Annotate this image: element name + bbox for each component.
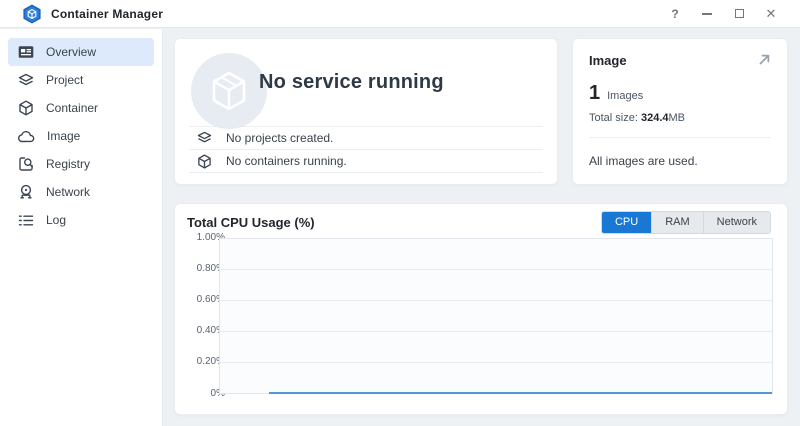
status-row-text: No projects created. [226,131,334,145]
service-status-header: No service running [175,39,557,129]
container-icon [198,153,211,169]
tab-cpu[interactable]: CPU [601,211,652,233]
image-card-title: Image [589,53,627,68]
maximize-icon[interactable] [732,7,746,21]
help-icon[interactable]: ? [671,6,679,21]
container-icon [19,100,33,116]
gridline [220,269,772,270]
sidebar-item-label: Overview [46,45,97,59]
sidebar-item-label: Image [47,129,81,143]
gridline [220,300,772,301]
total-size-value: 324.4 [640,112,669,124]
gridline [220,362,772,363]
y-tick-label: 0% [210,388,225,399]
sidebar-item-label: Registry [46,157,91,171]
network-icon [20,184,32,199]
sidebar-item-label: Container [46,101,99,115]
sidebar-item-network[interactable]: Network [8,178,154,206]
sidebar-item-container[interactable]: Container [8,94,154,122]
overview-icon [18,46,34,58]
status-row-text: No containers running. [226,154,347,168]
app-logo-icon [23,4,41,23]
layers-icon [18,73,34,85]
titlebar: Container Manager ? ✕ [0,0,800,28]
sidebar-item-log[interactable]: Log [8,206,154,234]
total-size-label: Total size: [589,112,638,124]
y-tick-label: 0.20% [196,356,225,367]
package-icon [212,71,246,111]
tab-ram[interactable]: RAM [651,211,703,233]
image-count-label: Images [607,90,644,102]
app-title: Container Manager [51,6,164,21]
total-size-unit: MB [668,112,686,124]
minimize-icon[interactable] [700,7,714,21]
y-tick-label: 0.60% [196,294,225,305]
image-count-value: 1 [589,82,601,104]
divider [589,137,771,138]
log-icon [18,215,34,226]
image-total-size: Total size: 324.4MB [589,112,771,124]
service-status-heading: No service running [259,71,444,93]
sidebar-item-image[interactable]: Image [8,122,154,150]
layers-icon [197,131,212,143]
sidebar-item-label: Log [46,213,67,227]
image-count: 1 Images [589,82,771,105]
close-icon[interactable]: ✕ [765,5,777,21]
image-note: All images are used. [589,154,698,168]
gridline [220,331,772,332]
status-row-containers: No containers running. [189,150,543,173]
metric-tabs: CPU RAM Network [600,210,771,234]
y-tick-label: 0.80% [196,263,225,274]
sidebar-item-registry[interactable]: Registry [8,150,154,178]
y-tick-label: 0.40% [196,325,225,336]
y-tick-label: 1.00% [196,232,225,243]
status-row-projects: No projects created. [189,127,543,150]
sidebar-item-project[interactable]: Project [8,66,154,94]
tab-network[interactable]: Network [702,211,770,233]
window-controls: ? ✕ [668,7,786,21]
registry-icon [19,157,34,171]
sidebar: Overview Project Container Image Registr… [0,29,163,426]
service-status-card: No service running No projects created. … [174,38,558,185]
chart-plot-area [219,238,773,394]
sidebar-item-label: Network [46,185,91,199]
cpu-usage-line [269,392,772,394]
sidebar-item-overview[interactable]: Overview [8,38,154,66]
package-circle [191,53,267,129]
service-status-rows: No projects created. No containers runni… [189,126,543,173]
image-summary-card: Image 1 Images Total size: 324.4MB All i… [572,38,788,185]
usage-chart-card: Total CPU Usage (%) CPU RAM Network 1.00… [174,203,788,415]
cloud-icon [18,130,35,142]
sidebar-item-label: Project [46,73,84,87]
open-link-arrow-icon[interactable] [758,53,771,66]
chart-title: Total CPU Usage (%) [187,214,315,230]
